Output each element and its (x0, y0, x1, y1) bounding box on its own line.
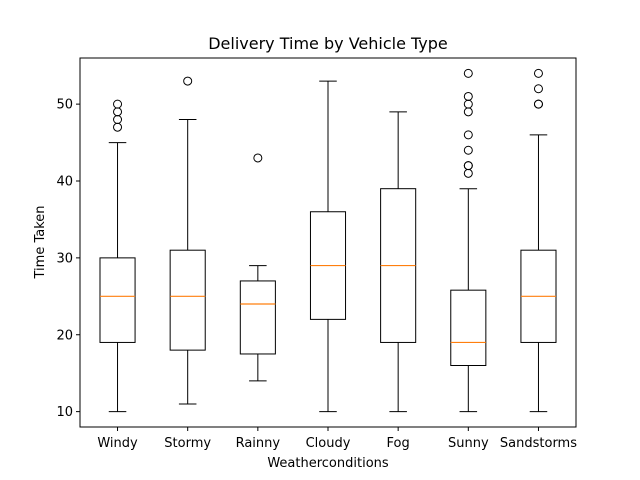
outlier-point (463, 107, 473, 117)
outlier-point (253, 153, 263, 163)
x-tick-label: Cloudy (306, 436, 351, 451)
outlier-point (113, 99, 123, 109)
y-tick-label: 20 (56, 328, 73, 343)
y-tick-label: 30 (56, 251, 73, 266)
outlier-point (113, 115, 123, 124)
y-tick-label: 10 (56, 405, 73, 420)
iqr-box (169, 249, 206, 351)
outlier-point (463, 168, 473, 178)
outlier-point (463, 99, 473, 109)
x-tick-label: Sandstorms (500, 436, 577, 451)
iqr-box (450, 289, 487, 367)
x-tick-label: Windy (97, 436, 138, 451)
outlier-point (463, 145, 473, 155)
y-axis-label: Time Taken (33, 205, 48, 279)
y-tick-label: 50 (56, 98, 73, 113)
x-tick-label: Stormy (164, 436, 211, 451)
x-tick-label: Fog (387, 436, 410, 451)
x-tick-label: Sunny (448, 436, 489, 451)
outlier-point (533, 99, 543, 109)
outlier-point (463, 161, 473, 171)
outlier-point (183, 76, 193, 86)
outlier-point (463, 91, 473, 101)
outlier-point (533, 68, 543, 78)
axes-frame (79, 57, 577, 428)
outlier-point (463, 68, 473, 78)
y-tick-label: 40 (56, 175, 73, 190)
x-axis-label: Weatherconditions (267, 456, 389, 471)
outlier-point (463, 130, 473, 140)
outlier-point (113, 107, 123, 117)
iqr-box (239, 280, 276, 355)
plot-area: 10 20 30 40 50 Windy Stormy Rainny Cloudy Fog Sunn… (56, 68, 577, 451)
outlier-point (533, 84, 543, 94)
chart-title: Delivery Time by Vehicle Type (208, 34, 448, 53)
iqr-box (99, 257, 136, 343)
outlier-point (113, 122, 123, 132)
x-tick-label: Rainny (236, 436, 281, 451)
